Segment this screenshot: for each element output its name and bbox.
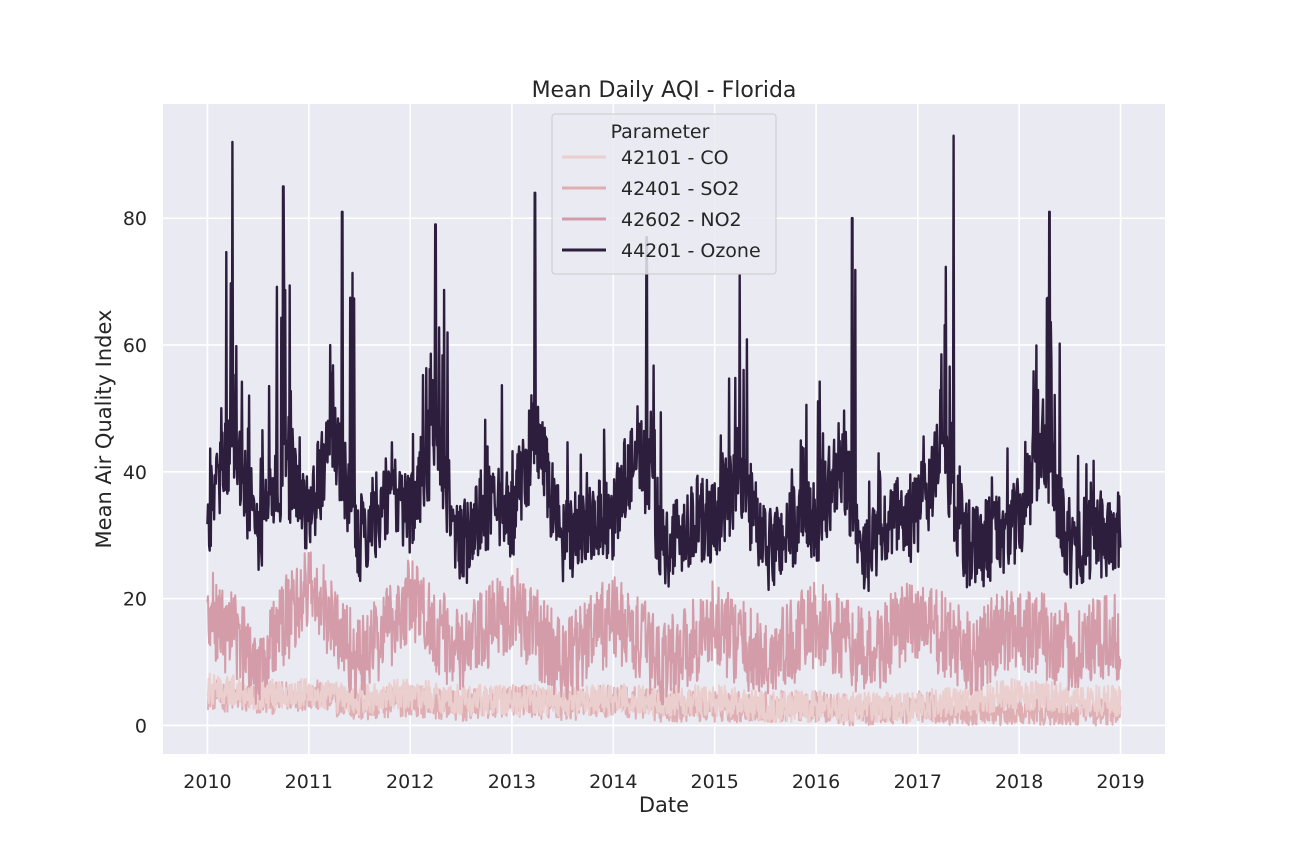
x-tick-label: 2019 [1096,771,1144,793]
x-tick-label: 2014 [589,771,637,793]
y-tick-labels: 0 20 40 60 80 [123,208,147,737]
legend-label: 42101 - CO [621,147,729,169]
legend-label: 42401 - SO2 [621,178,739,200]
y-axis-label: Mean Air Quality Index [92,310,116,549]
y-tick-label: 40 [123,462,147,484]
legend-label: 42602 - NO2 [621,209,742,231]
x-tick-label: 2010 [183,771,231,793]
x-tick-label: 2016 [792,771,840,793]
legend-label: 44201 - Ozone [621,240,761,262]
y-tick-label: 0 [135,715,147,737]
y-tick-label: 20 [123,589,147,611]
x-tick-label: 2012 [386,771,434,793]
series-layer [206,134,1122,727]
series-line-3 [206,134,1122,593]
legend: Parameter 42101 - CO 42401 - SO2 42602 - N… [551,113,777,275]
x-tick-label: 2017 [894,771,942,793]
y-tick-label: 60 [123,335,147,357]
x-tick-labels: 2010 2011 2012 2013 2014 2015 2016 2017 2018 2019 [183,771,1144,793]
x-axis-label: Date [639,793,689,817]
x-tick-label: 2018 [995,771,1043,793]
x-tick-label: 2011 [285,771,333,793]
x-tick-label: 2013 [488,771,536,793]
chart-title: Mean Daily AQI - Florida [532,78,797,103]
y-tick-label: 80 [123,208,147,230]
legend-title: Parameter [611,121,710,143]
series-line-2 [206,551,1122,706]
x-tick-label: 2015 [691,771,739,793]
legend-frame [551,113,777,275]
